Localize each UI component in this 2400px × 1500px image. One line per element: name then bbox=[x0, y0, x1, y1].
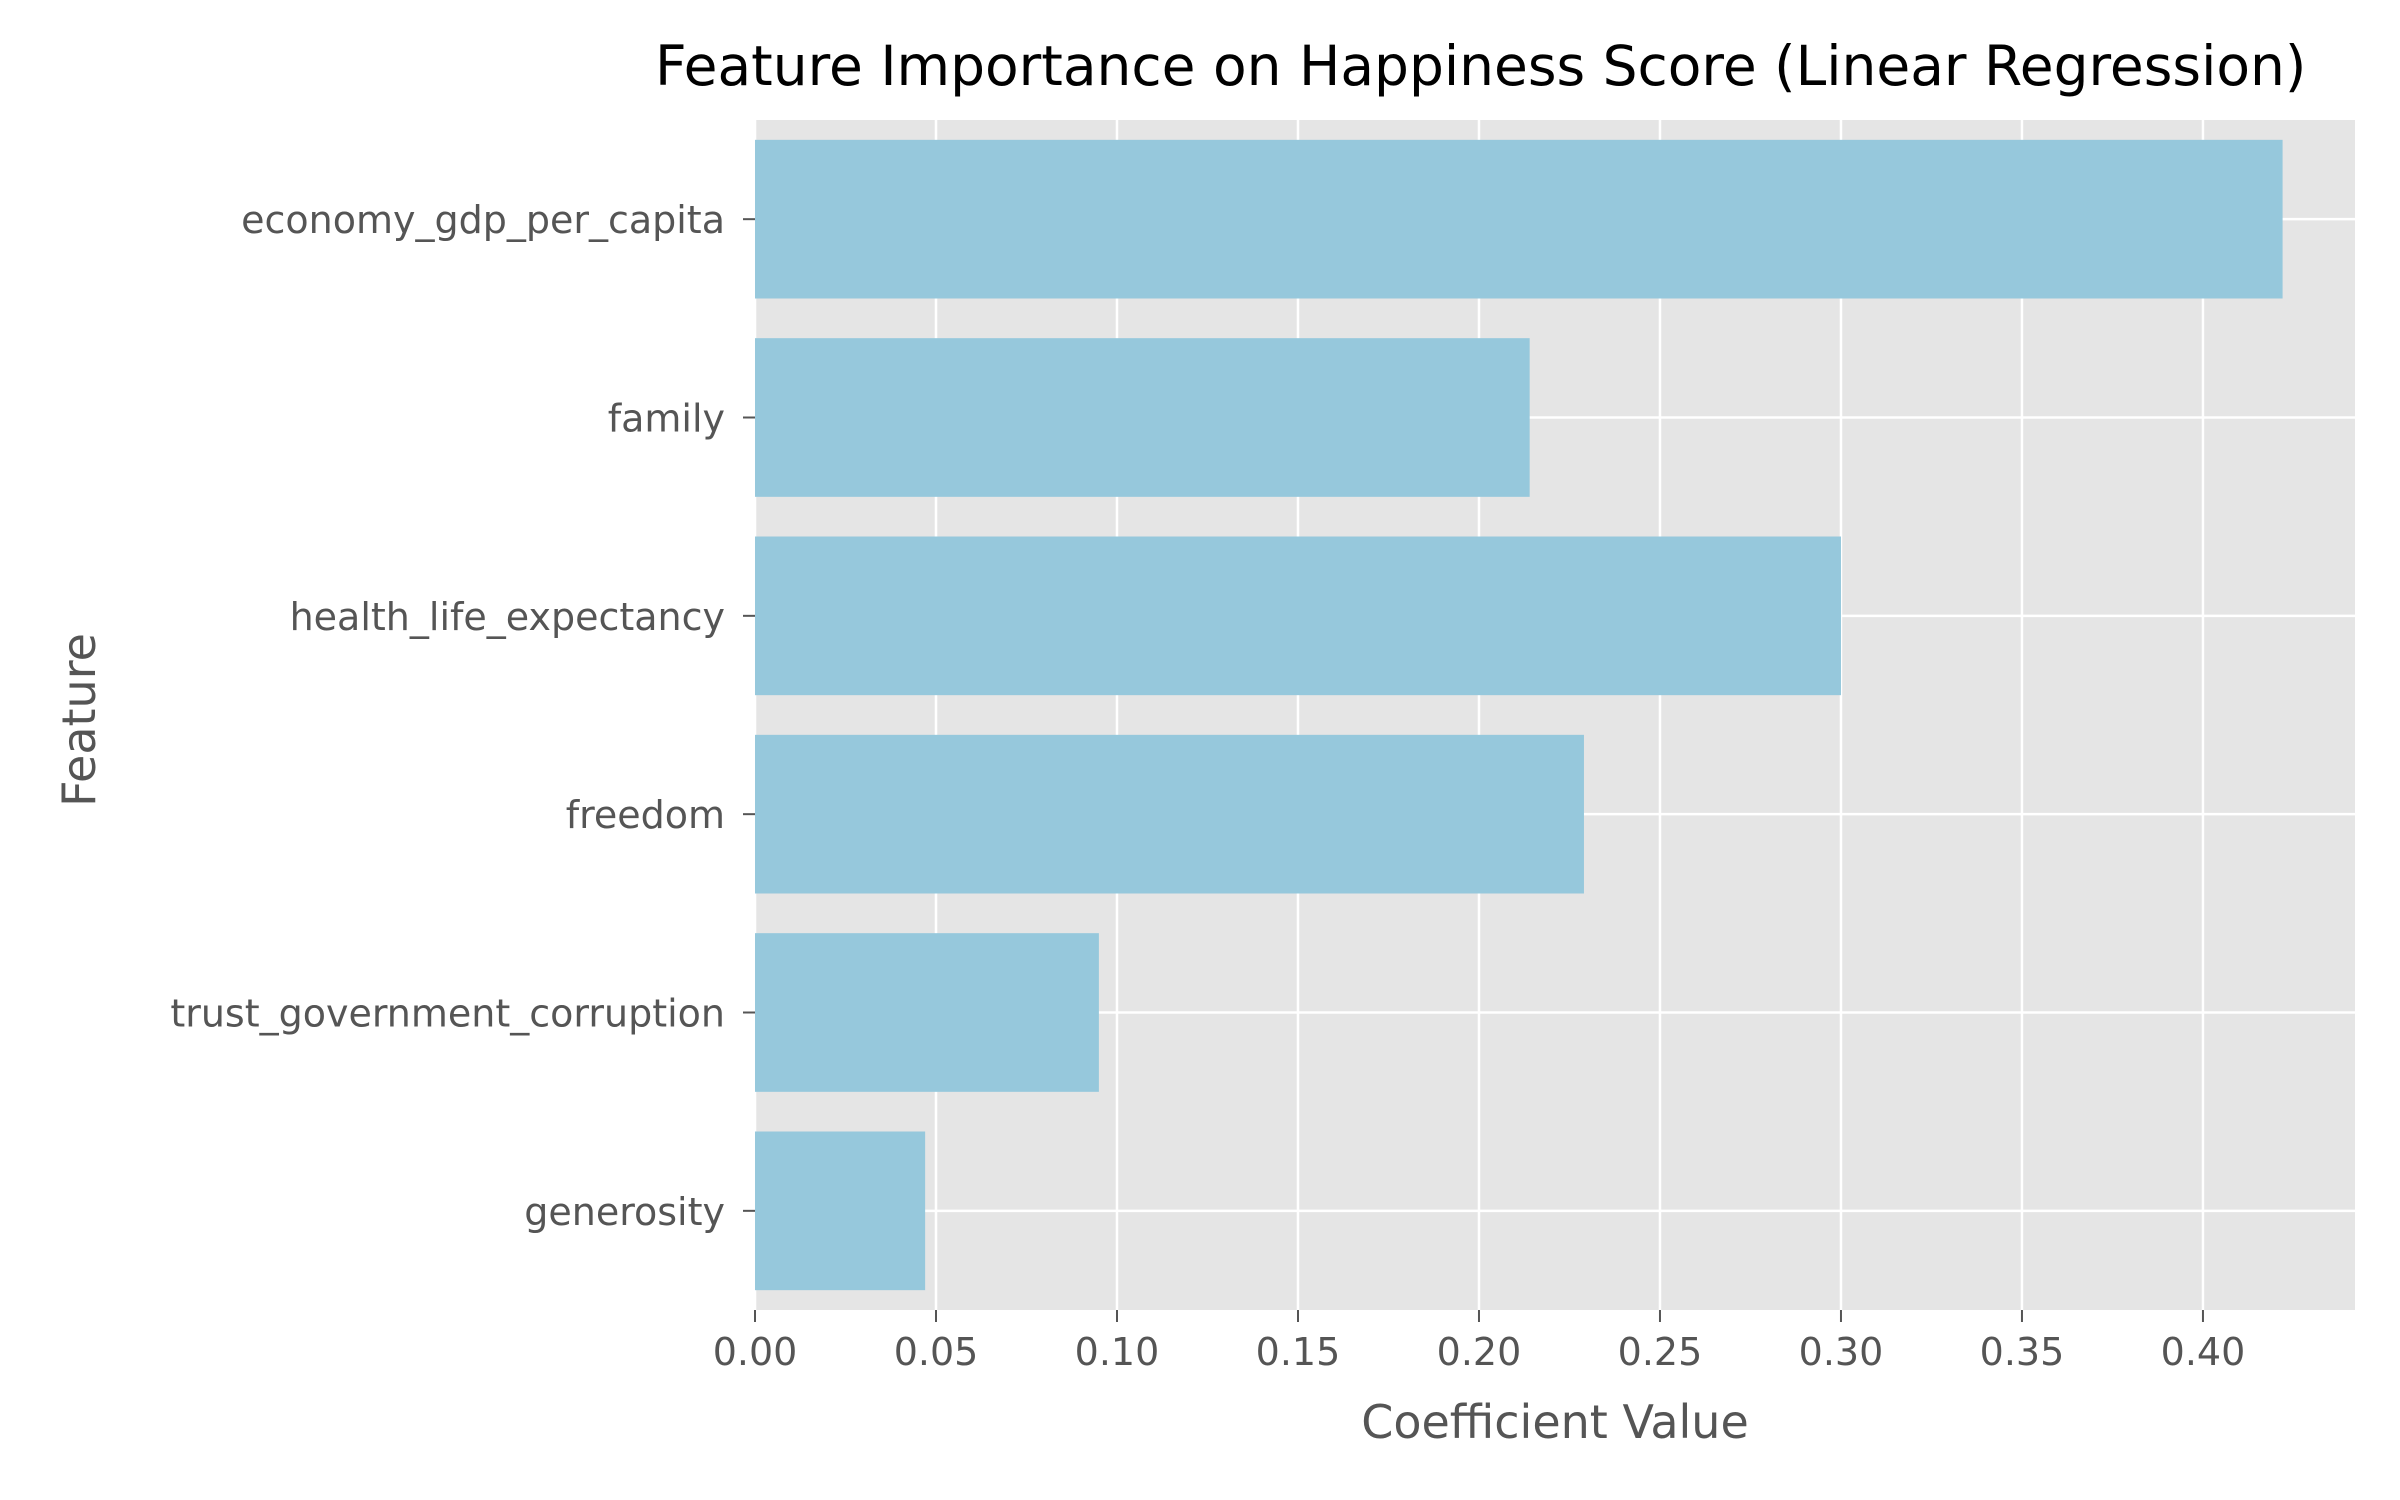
x-tick-label: 0.30 bbox=[1799, 1330, 1884, 1374]
y-tick-label: health_life_expectancy bbox=[290, 595, 725, 639]
chart-title: Feature Importance on Happiness Score (L… bbox=[655, 34, 2306, 98]
x-axis-ticks: 0.00 0.05 0.10 0.15 0.20 0.25 0.30 0.35 0.40 bbox=[713, 1310, 2246, 1374]
x-axis-title: Coefficient Value bbox=[1361, 1395, 1749, 1449]
x-tick-label: 0.40 bbox=[2161, 1330, 2246, 1374]
bar-family bbox=[755, 338, 1530, 497]
y-axis-title: Feature bbox=[52, 633, 106, 807]
x-tick-label: 0.05 bbox=[894, 1330, 979, 1374]
y-tick-label: economy_gdp_per_capita bbox=[241, 198, 725, 242]
bar-health-life-expectancy bbox=[755, 536, 1841, 696]
y-tick-label: freedom bbox=[566, 793, 725, 837]
y-tick-label: trust_government_corruption bbox=[170, 992, 725, 1036]
plot-background bbox=[755, 120, 2355, 1310]
x-tick-label: 0.10 bbox=[1075, 1330, 1160, 1374]
x-tick-label: 0.20 bbox=[1437, 1330, 1522, 1374]
y-tick-label: family bbox=[608, 397, 725, 441]
bars bbox=[755, 139, 2283, 1291]
bar-economy-gdp-per-capita bbox=[755, 139, 2283, 299]
y-tick-label: generosity bbox=[524, 1190, 725, 1234]
x-tick-label: 0.25 bbox=[1618, 1330, 1703, 1374]
bar-trust-government-corruption bbox=[755, 933, 1099, 1092]
x-tick-label: 0.00 bbox=[713, 1330, 798, 1374]
bar-generosity bbox=[755, 1131, 926, 1291]
bar-freedom bbox=[755, 734, 1584, 894]
x-tick-label: 0.35 bbox=[1980, 1330, 2065, 1374]
x-tick-label: 0.15 bbox=[1256, 1330, 1341, 1374]
